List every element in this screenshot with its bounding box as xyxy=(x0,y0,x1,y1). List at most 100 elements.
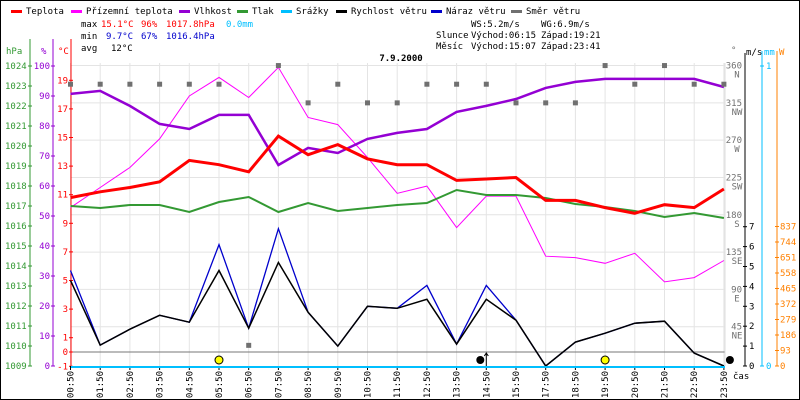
hpa-tick-label: 1010 xyxy=(5,342,27,352)
time-tick-label: 08:50 xyxy=(304,371,314,398)
hpa-tick-label: 1017 xyxy=(5,202,27,212)
moon-label: Měsíc xyxy=(436,42,464,52)
time-tick-label: 05:50 xyxy=(215,371,225,398)
legend-label: Náraz větru xyxy=(446,7,506,17)
compass-label: N xyxy=(734,71,739,81)
degree-tick-label: 225 xyxy=(726,173,742,183)
humidity-tick-label: 70 xyxy=(39,152,50,162)
hpa-tick-label: 1009 xyxy=(5,362,27,372)
wind-direction-point xyxy=(127,81,133,87)
hpa-tick-label: 1024 xyxy=(5,62,27,72)
wind-direction-point xyxy=(97,81,103,87)
temperature-tick-label: 5 xyxy=(63,277,68,287)
series-vlhkost xyxy=(70,77,725,167)
stat-max-rain: 0.0mm xyxy=(226,20,254,30)
stat-max-hum: 96% xyxy=(141,20,158,30)
solar-tick-label: 0 xyxy=(780,362,785,372)
wind-direction-point xyxy=(186,81,192,87)
time-tick-label: 03:50 xyxy=(156,371,166,398)
wind-direction-point xyxy=(602,63,608,69)
rain-tick-label: 0 xyxy=(766,362,771,372)
hpa-tick-label: 1016 xyxy=(5,222,27,232)
solar-tick-label: 651 xyxy=(780,254,796,264)
stat-min-hum: 67% xyxy=(141,32,158,42)
solar-tick-label: 558 xyxy=(780,269,796,279)
time-tick-label: 23:50 xyxy=(720,371,730,398)
humidity-tick-label: 30 xyxy=(39,272,50,282)
legend-label: Vlhkost xyxy=(194,7,232,17)
degree-tick-label: 90 xyxy=(731,285,742,295)
legend-label: Teplota xyxy=(26,7,64,17)
legend-label: Přízemní teplota xyxy=(86,7,173,17)
time-tick-label: 17:50 xyxy=(542,371,552,398)
legend-swatch xyxy=(511,10,522,13)
legend-label: Tlak xyxy=(252,7,274,17)
compass-label: W xyxy=(734,145,740,155)
legend-swatch xyxy=(237,10,248,13)
series-rychlost-v-tru xyxy=(69,260,725,368)
moonset-icon xyxy=(725,356,734,364)
hpa-tick-label: 1013 xyxy=(5,282,27,292)
legend-label: Rychlost větru xyxy=(351,7,427,17)
degree-tick-label: 45 xyxy=(731,323,742,333)
legend-item: Rychlost větru xyxy=(336,7,427,17)
compass-label: NE xyxy=(732,332,743,342)
wind-speed-unit: m/s xyxy=(746,48,762,58)
legend-item: Tlak xyxy=(237,7,274,17)
time-tick-label: 07:50 xyxy=(274,371,284,398)
wind-direction-point xyxy=(275,63,281,69)
solar-tick-label: 372 xyxy=(780,300,796,310)
wind-direction-point xyxy=(721,81,727,87)
wind-speed-tick-label: 5 xyxy=(749,263,754,273)
time-tick-label: 11:50 xyxy=(393,371,403,398)
legend-swatch xyxy=(281,10,292,13)
wind-direction-point xyxy=(246,342,252,348)
solar-tick-label: 465 xyxy=(780,285,796,295)
hpa-tick-label: 1023 xyxy=(5,82,27,92)
degree-tick-label: 360 xyxy=(726,62,742,72)
temperature-tick-label: 3 xyxy=(63,305,68,315)
wind-direction-point xyxy=(216,81,222,87)
stat-min-press: 1016.4hPa xyxy=(166,32,215,42)
series-p-zemn-teplota xyxy=(70,66,725,283)
compass-label: S xyxy=(734,220,739,230)
wind-speed-tick-label: 7 xyxy=(749,223,754,233)
wind-speed-tick-label: 6 xyxy=(749,243,754,253)
temperature-tick-label: 13 xyxy=(57,162,68,172)
hpa-unit: hPa xyxy=(6,47,22,57)
solar-unit: W xyxy=(779,48,785,58)
legend-item: Teplota xyxy=(11,7,64,17)
time-tick-label: 00:50 xyxy=(67,371,77,398)
hpa-tick-label: 1022 xyxy=(5,102,27,112)
time-tick-label: 09:50 xyxy=(334,371,344,398)
temperature-tick-label: 0 xyxy=(63,348,68,358)
chart-title: 7.9.2000 xyxy=(379,54,422,64)
wind-speed-tick-label: 4 xyxy=(749,282,754,292)
humidity-tick-label: 0 xyxy=(45,362,50,372)
time-tick-label: 21:50 xyxy=(661,371,671,398)
temperature-tick-label: 11 xyxy=(57,191,68,201)
legend-swatch xyxy=(179,10,190,13)
temperature-tick-label: 9 xyxy=(63,219,68,229)
temperature-tick-label: 19 xyxy=(57,76,68,86)
wind-speed-tick-label: 0 xyxy=(749,362,754,372)
humidity-tick-label: 10 xyxy=(39,332,50,342)
humidity-tick-label: 40 xyxy=(39,242,50,252)
legend-label: Směr větru xyxy=(526,7,581,17)
time-tick-label: 06:50 xyxy=(245,371,255,398)
humidity-tick-label: 50 xyxy=(39,212,50,222)
wind-direction-point xyxy=(572,100,578,106)
solar-tick-label: 837 xyxy=(780,223,796,233)
wind-direction-point xyxy=(483,81,489,87)
legend-swatch xyxy=(336,10,347,13)
time-tick-label: 12:50 xyxy=(423,371,433,398)
humidity-tick-label: 80 xyxy=(39,122,50,132)
wind-direction-point xyxy=(157,81,163,87)
stat-min-label: min xyxy=(81,32,98,42)
wind-direction-point xyxy=(513,100,519,106)
series-teplota xyxy=(70,134,725,215)
stat-min-temp: 9.7°C xyxy=(106,32,134,42)
legend-item: Vlhkost xyxy=(179,7,232,17)
wind-direction-point xyxy=(394,100,400,106)
